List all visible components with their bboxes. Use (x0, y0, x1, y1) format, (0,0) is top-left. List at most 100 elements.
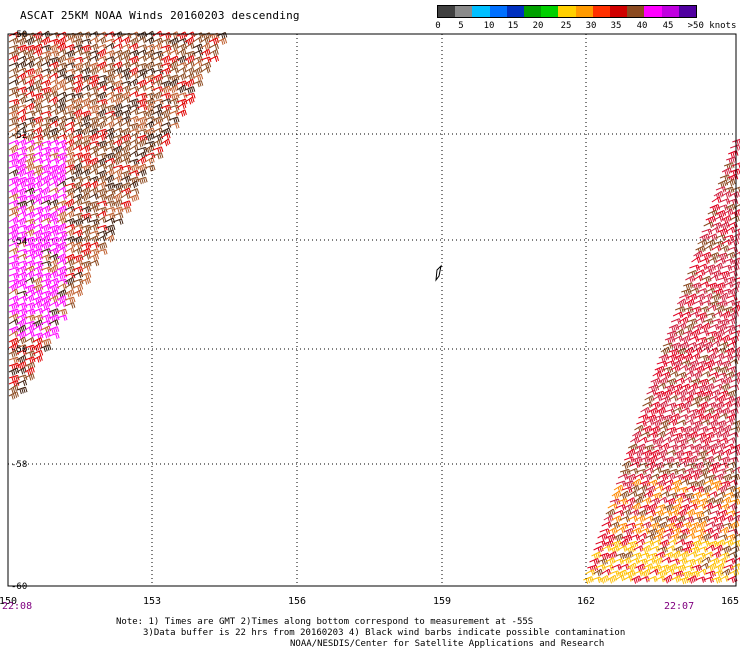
wind-barb (691, 540, 702, 548)
wind-barb (707, 466, 718, 475)
wind-barb (657, 521, 668, 530)
wind-barb (8, 79, 19, 86)
wind-barb (611, 515, 622, 523)
wind-barb (24, 37, 35, 46)
wind-barb (136, 79, 147, 88)
wind-barb (728, 150, 739, 158)
wind-speed-scale-labels: 0 5 10 15 20 25 30 35 40 45 >50 knots (0, 21, 740, 33)
wind-barb (168, 84, 179, 94)
wind-barb (16, 205, 27, 213)
wind-barb (722, 376, 733, 386)
wind-barb (711, 550, 722, 559)
wind-barb (697, 263, 708, 271)
wind-barb (24, 169, 36, 178)
wind-barb (64, 205, 76, 213)
wind-barb (630, 436, 640, 445)
wind-barb (658, 400, 669, 410)
wind-barb (728, 431, 739, 439)
wind-barb (700, 346, 711, 354)
wind-barb (705, 239, 716, 247)
wind-barb (711, 196, 722, 204)
wind-barb (641, 473, 653, 482)
wind-barb (48, 139, 60, 147)
wind-barb (700, 322, 711, 332)
wind-barb (72, 181, 83, 190)
wind-barb (112, 199, 123, 208)
wind-barb (56, 308, 68, 316)
wind-barb (631, 502, 642, 512)
wind-barb (120, 200, 132, 209)
lon-tick-label: 165 (721, 596, 739, 607)
wind-barb (136, 156, 147, 165)
wind-barb (192, 36, 203, 44)
wind-barb (670, 413, 681, 421)
wind-barb (88, 253, 100, 261)
wind-barb (651, 539, 662, 546)
wind-barb (24, 330, 35, 338)
wind-barb (721, 473, 733, 482)
wind-barb (104, 163, 115, 171)
wind-barb (641, 544, 652, 554)
wind-barb (703, 479, 714, 486)
wind-barb (597, 533, 608, 541)
wind-barb (710, 389, 721, 397)
wind-barb (730, 377, 740, 385)
wind-barb (80, 181, 92, 190)
wind-barb (621, 557, 632, 565)
wind-barb (676, 419, 687, 427)
wind-barb (72, 241, 84, 249)
wind-barb (8, 223, 20, 232)
wind-barb (708, 372, 719, 379)
wind-barb (692, 395, 703, 404)
wind-barb (645, 461, 657, 469)
wind-barb (128, 55, 140, 64)
wind-barb (700, 371, 711, 378)
wind-barb (56, 300, 67, 308)
wind-barb (623, 551, 634, 560)
wind-barb (712, 430, 722, 439)
wind-barb (714, 352, 725, 361)
wind-barb (104, 157, 116, 165)
wind-barb (160, 108, 171, 118)
wind-barb (24, 265, 36, 273)
wind-barb (8, 151, 20, 160)
wind-barb (681, 497, 692, 505)
wind-barb (623, 503, 634, 511)
wind-barb (696, 384, 708, 393)
wind-barb (633, 496, 644, 506)
wind-barb (40, 180, 51, 188)
wind-barb (128, 42, 139, 51)
wind-barb (48, 187, 59, 194)
wind-barb (64, 217, 76, 226)
wind-barb (722, 400, 733, 409)
wind-barb (607, 551, 618, 560)
wind-barb (64, 44, 76, 52)
wind-barb (48, 199, 59, 207)
wind-barb (721, 496, 732, 505)
wind-barb (96, 181, 107, 189)
wind-barb (655, 551, 666, 559)
wind-barb (686, 388, 697, 398)
wind-barb (96, 55, 108, 63)
wind-barb (708, 419, 719, 428)
wind-barb (725, 178, 736, 187)
wind-barb (692, 370, 703, 380)
wind-barb (16, 37, 27, 46)
wind-barb (24, 79, 35, 87)
wind-barb (112, 127, 123, 134)
wind-barb (72, 283, 84, 292)
wind-barb (80, 144, 91, 153)
wind-barb (8, 54, 19, 63)
wind-barb (40, 241, 52, 250)
wind-barb (645, 509, 656, 517)
wind-barb (693, 250, 704, 260)
wind-barb (710, 293, 722, 302)
wind-barb (690, 328, 701, 338)
wind-barb (48, 319, 59, 326)
wind-barb (667, 515, 678, 524)
wind-barb (707, 443, 719, 452)
wind-barb (627, 468, 639, 475)
wind-barb (671, 527, 682, 535)
wind-barb (72, 97, 83, 106)
wind-barb (24, 270, 35, 279)
